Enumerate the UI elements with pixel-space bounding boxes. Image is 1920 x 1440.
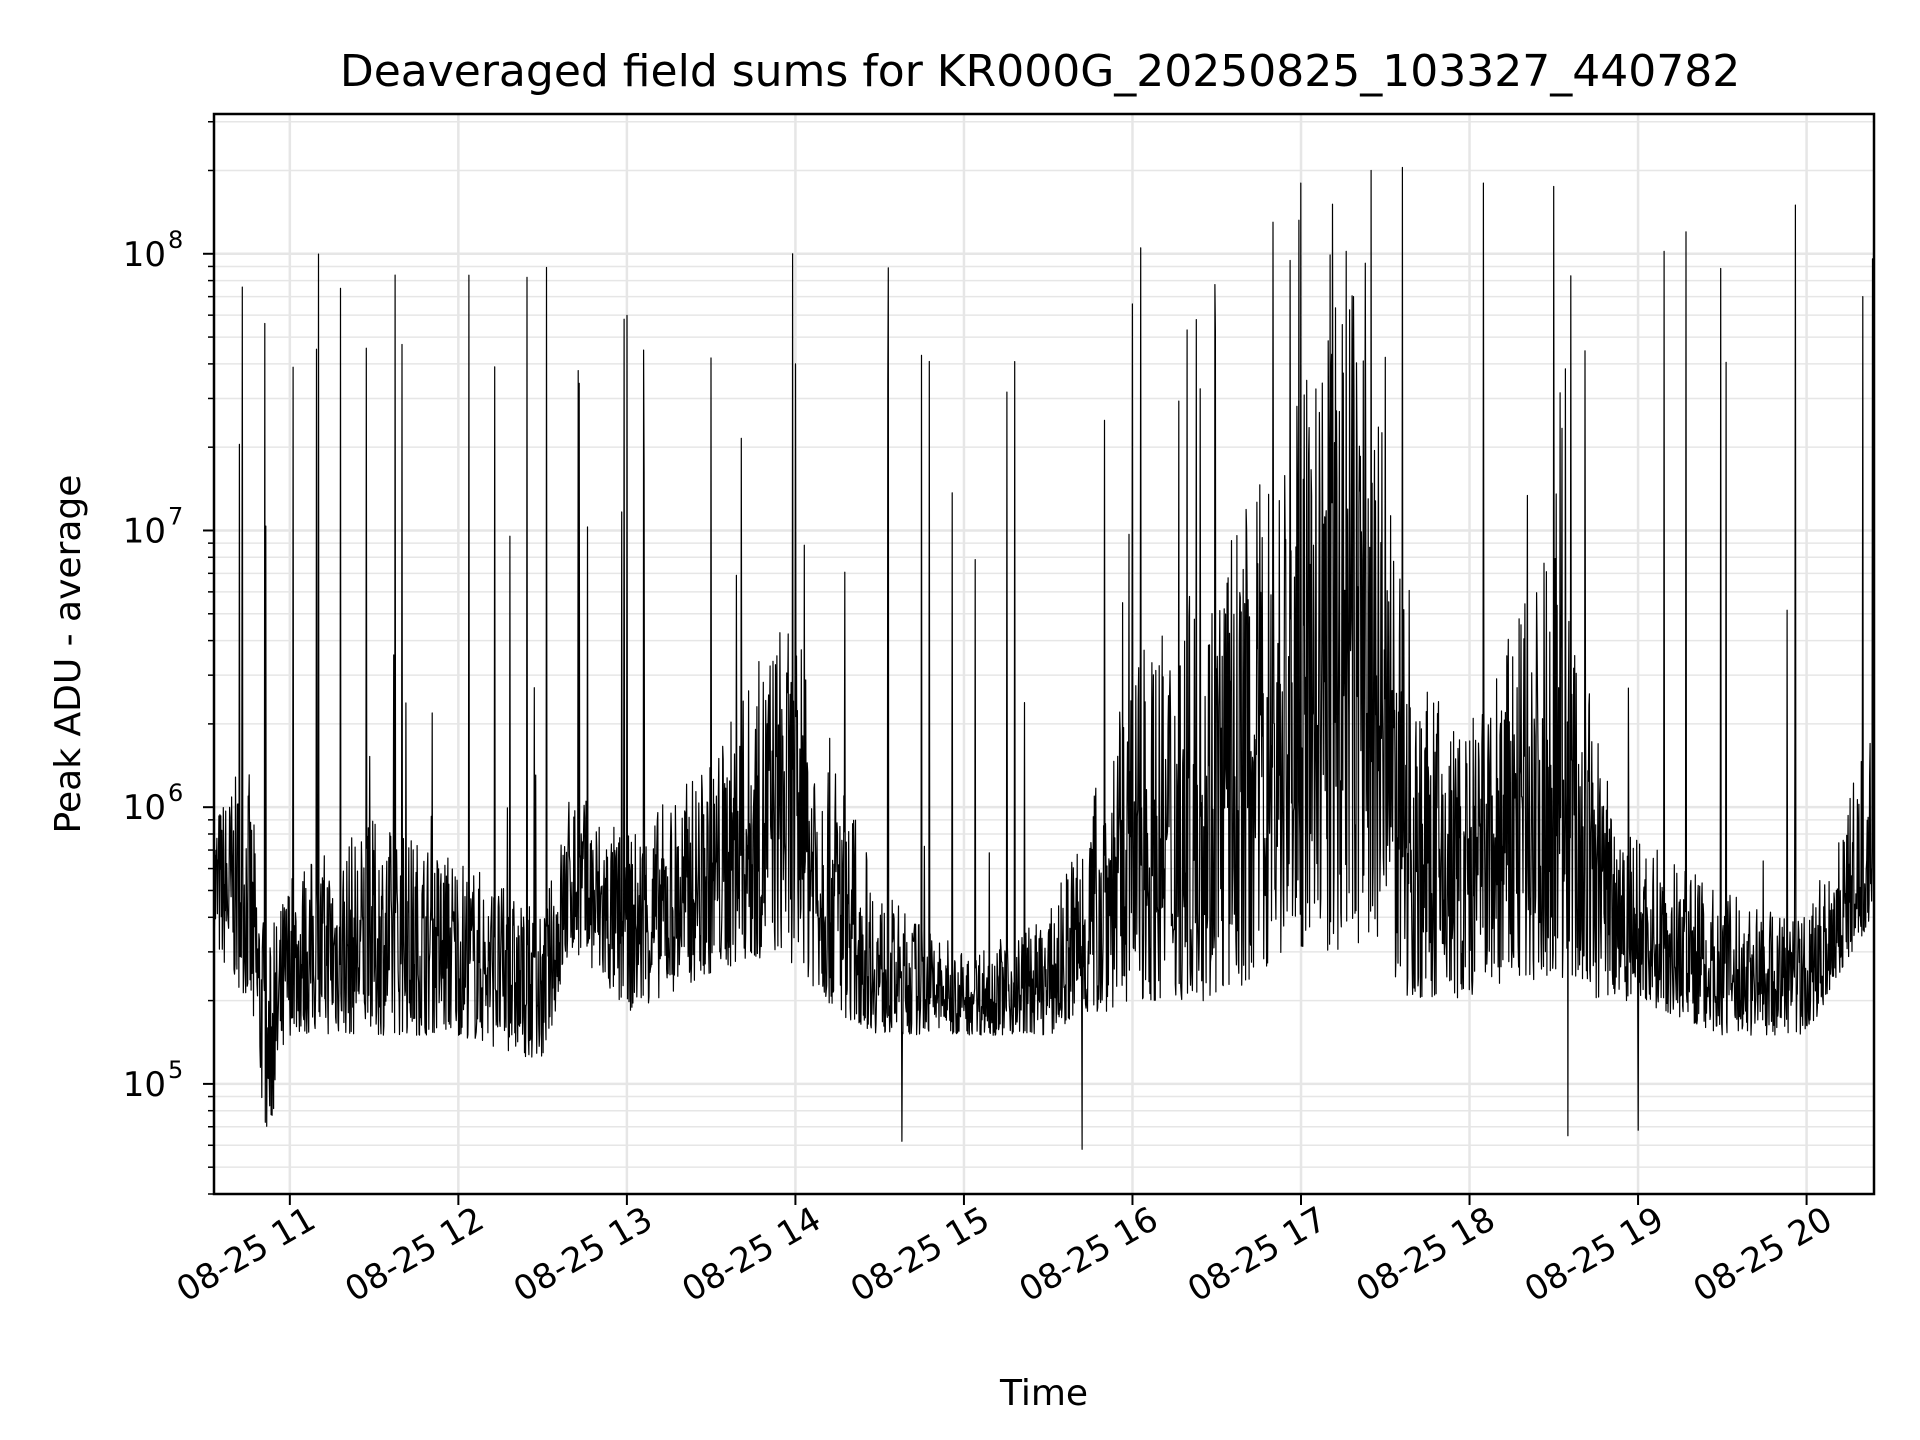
y-tick-label: 10 xyxy=(123,511,166,551)
x-tick-label: 08-25 15 xyxy=(844,1199,996,1310)
x-tick-label: 08-25 20 xyxy=(1687,1199,1839,1310)
y-tick-label: 10 xyxy=(123,1065,166,1105)
x-tick-label: 08-25 14 xyxy=(676,1199,828,1310)
y-tick-exponent: 6 xyxy=(168,779,183,807)
x-axis-label: Time xyxy=(999,1373,1088,1414)
x-tick-label: 08-25 17 xyxy=(1181,1199,1333,1310)
y-tick-label: 10 xyxy=(123,788,166,828)
x-axis: 08-25 11 08-25 12 08-25 13 08-25 14 08-25 15… xyxy=(170,1194,1839,1310)
x-tick-label: 08-25 18 xyxy=(1350,1199,1502,1310)
series-line xyxy=(213,166,1875,1150)
x-tick-label: 08-25 11 xyxy=(170,1199,322,1310)
x-tick-label: 08-25 19 xyxy=(1518,1199,1670,1310)
x-tick-label: 08-25 13 xyxy=(507,1199,659,1310)
chart-title: Deaveraged field sums for KR000G_2025082… xyxy=(340,46,1740,97)
y-tick-exponent: 8 xyxy=(168,226,183,254)
y-tick-label: 10 xyxy=(123,235,166,275)
plot-frame xyxy=(212,112,1876,1196)
x-tick-label: 08-25 16 xyxy=(1013,1199,1165,1310)
y-tick-exponent: 7 xyxy=(168,502,183,530)
plot-data xyxy=(213,166,1875,1150)
y-tick-exponent: 5 xyxy=(168,1056,183,1084)
x-tick-label: 08-25 12 xyxy=(338,1199,490,1310)
y-axis-label: Peak ADU - average xyxy=(48,475,89,834)
